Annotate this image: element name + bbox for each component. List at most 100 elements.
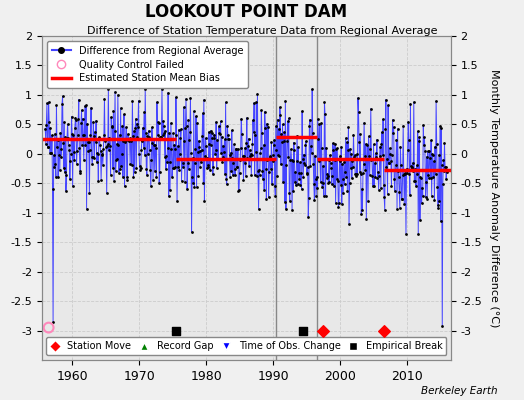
Point (91, 139, 100, 145)
Point (96, 148, 105, 154)
Point (227, 168, 235, 174)
Point (397, 196, 406, 202)
Point (282, 162, 291, 168)
Point (409, 168, 418, 175)
Point (248, 152, 256, 159)
Point (56, 130, 64, 136)
Point (84, 148, 92, 155)
Point (101, 138, 109, 144)
Point (101, 136, 110, 142)
Point (94, 178, 103, 184)
Point (207, 142, 215, 149)
Point (303, 171, 311, 178)
Point (381, 96, 390, 103)
Legend: Station Move, Record Gap, Time of Obs. Change, Empirical Break: Station Move, Record Gap, Time of Obs. C… (46, 337, 446, 355)
Point (169, 165, 178, 172)
Point (111, 128, 119, 135)
Point (83, 139, 92, 145)
Point (310, 197, 319, 204)
Point (331, 200, 340, 207)
Point (97, 152, 106, 159)
Point (53, 144, 61, 150)
Point (160, 130, 168, 137)
Point (301, 162, 309, 168)
Point (222, 99, 230, 106)
Point (199, 110, 207, 116)
Point (232, 146, 240, 152)
Point (121, 183, 129, 190)
Point (113, 155, 122, 162)
Point (254, 168, 262, 174)
Point (42, 122, 51, 128)
Point (266, 153, 275, 160)
Point (266, 154, 274, 160)
Point (326, 160, 335, 166)
Point (244, 142, 252, 149)
Point (47, 150, 56, 156)
Point (110, 177, 118, 184)
Point (322, 144, 330, 151)
Point (75, 168, 84, 174)
Point (311, 152, 319, 159)
Point (361, 153, 369, 160)
Point (325, 157, 333, 164)
Point (218, 158, 226, 165)
Point (315, 121, 324, 128)
Point (52, 102, 61, 109)
Point (360, 120, 368, 126)
Point (209, 170, 217, 177)
Point (297, 170, 305, 176)
Point (288, 207, 296, 213)
Point (203, 162, 212, 168)
Point (82, 102, 90, 108)
Point (370, 183, 378, 189)
Point (65, 147, 73, 153)
Point (343, 188, 352, 194)
Point (313, 116, 322, 122)
Point (355, 139, 363, 146)
Point (121, 139, 129, 145)
Point (237, 131, 246, 137)
Point (41, 141, 50, 148)
Point (264, 123, 272, 130)
Point (73, 132, 82, 138)
Point (282, 206, 290, 212)
Point (410, 178, 419, 185)
Point (173, 198, 181, 204)
Point (41, 125, 49, 132)
Point (319, 163, 327, 169)
Point (201, 153, 209, 160)
Point (422, 178, 430, 185)
Point (135, 163, 144, 170)
Point (421, 148, 429, 154)
Point (256, 172, 264, 178)
Point (130, 128, 138, 134)
Point (234, 188, 243, 194)
Point (86, 146, 94, 153)
Point (364, 198, 372, 204)
Point (384, 191, 392, 197)
Point (268, 158, 277, 164)
Point (334, 204, 343, 210)
Point (182, 96, 190, 102)
Point (61, 134, 70, 140)
Point (233, 164, 241, 171)
Point (413, 128, 422, 134)
Point (88, 154, 96, 160)
Point (337, 200, 346, 207)
Point (102, 144, 111, 150)
Point (359, 160, 368, 167)
Point (129, 174, 138, 180)
Point (316, 156, 324, 162)
Point (149, 176, 157, 183)
Point (291, 179, 299, 186)
Point (224, 132, 232, 138)
Point (347, 175, 356, 182)
Point (114, 92, 122, 98)
Point (193, 120, 201, 126)
Point (94, 151, 102, 158)
Point (146, 147, 154, 154)
Point (259, 142, 268, 148)
Point (251, 132, 259, 138)
Point (119, 138, 128, 144)
